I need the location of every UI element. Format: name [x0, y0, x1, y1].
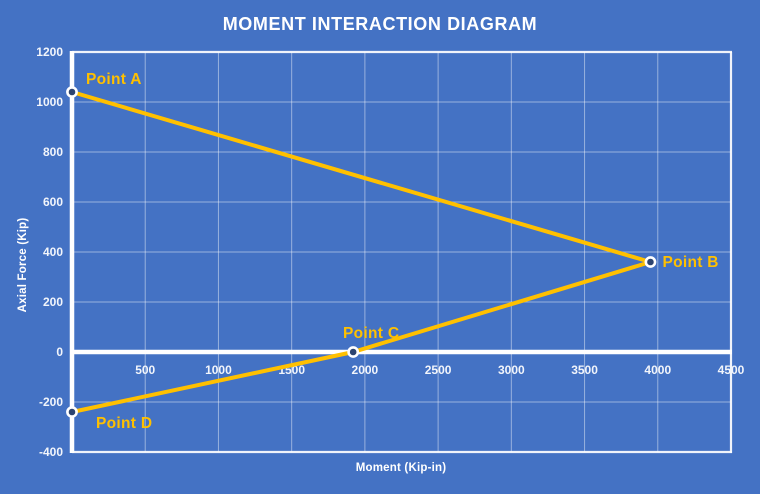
- y-tick-label: -200: [39, 395, 63, 409]
- point-marker-point-d: [66, 406, 78, 418]
- y-tick-label: 800: [43, 145, 63, 159]
- point-label-point-a: Point A: [86, 71, 142, 88]
- x-tick-label: 2500: [425, 363, 452, 377]
- y-tick-label: 1000: [36, 95, 63, 109]
- point-marker-point-c: [347, 346, 360, 358]
- y-tick-label: -400: [39, 445, 63, 459]
- x-tick-label: 500: [135, 363, 155, 377]
- y-tick-label: 600: [43, 195, 63, 209]
- point-marker-point-b: [644, 256, 657, 268]
- x-tick-label: 3500: [571, 363, 598, 377]
- chart-plot-area: 500 1000 1500 2000 2500 3000 3500 4000 450012001…: [36, 45, 744, 459]
- y-axis-title: Axial Force (Kip): [17, 218, 29, 313]
- point-label-point-d: Point D: [96, 415, 152, 432]
- y-tick-label: 400: [43, 245, 63, 259]
- point-marker-point-a: [66, 86, 78, 98]
- x-tick-label: 4500: [718, 363, 745, 377]
- x-tick-label: 1000: [205, 363, 232, 377]
- point-label-point-c: Point C: [343, 325, 399, 342]
- x-tick-label: 2000: [352, 363, 379, 377]
- y-tick-label: 0: [56, 345, 63, 359]
- point-label-point-b: Point B: [662, 254, 718, 271]
- x-tick-label: 3000: [498, 363, 525, 377]
- interaction-curve: [70, 90, 653, 414]
- x-tick-label: 4000: [644, 363, 671, 377]
- y-tick-label: 1200: [36, 45, 63, 59]
- chart-title: MOMENT INTERACTION DIAGRAM: [223, 14, 538, 34]
- x-axis-title: Moment (Kip-in): [356, 462, 447, 474]
- y-tick-label: 200: [43, 295, 63, 309]
